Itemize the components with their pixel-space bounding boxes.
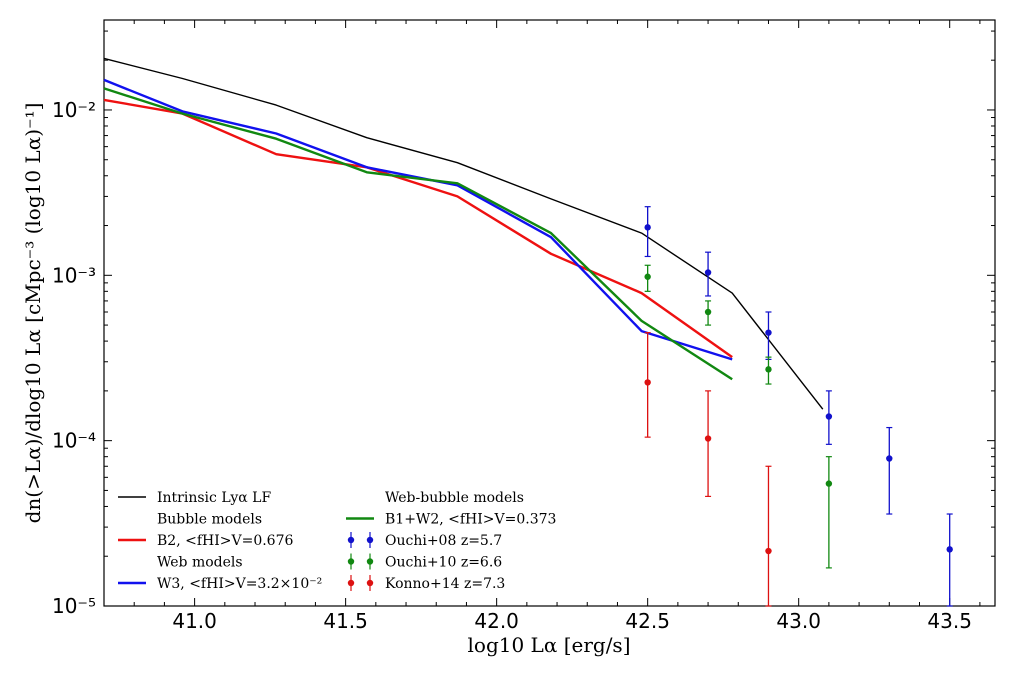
legend-marker [347, 536, 355, 544]
legend-label: Konno+14 z=7.3 [385, 576, 505, 592]
legend-label: Web models [157, 555, 243, 571]
data-point [644, 224, 651, 231]
legend-label: Bubble models [157, 512, 262, 528]
x-tick-label: 42.5 [625, 609, 670, 633]
x-tick-label: 43.5 [927, 609, 972, 633]
data-point [704, 308, 712, 316]
series-lines [103, 57, 824, 410]
legend-label: Web-bubble models [385, 490, 524, 506]
x-tick-label: 41.5 [323, 609, 368, 633]
data-point [765, 329, 772, 336]
legend-label: W3, <fHI>V=3.2×10⁻² [157, 576, 322, 592]
x-axis-label: log10 Lα [erg/s] [468, 633, 631, 657]
y-tick-label: 10⁻⁵ [52, 594, 96, 618]
series-line [103, 98, 733, 359]
legend-marker [347, 579, 355, 587]
y-tick-label: 10⁻² [52, 98, 96, 122]
y-tick-label: 10⁻⁴ [52, 429, 96, 453]
legend-label: Ouchi+10 z=6.6 [385, 555, 502, 571]
legend-marker [347, 558, 355, 565]
series-line [103, 87, 733, 381]
legend-marker [366, 536, 374, 544]
data-point [825, 480, 833, 487]
plot-frame [103, 19, 996, 607]
legend-marker [366, 579, 374, 587]
legend-label: Ouchi+08 z=5.7 [385, 533, 502, 549]
legend-label: B2, <fHI>V=0.676 [157, 533, 293, 549]
legend-marker [366, 558, 374, 565]
legend: Intrinsic Lyα LF Bubble models B2, <fHI>V=… [118, 490, 556, 592]
legend-label: Intrinsic Lyα LF [157, 490, 271, 506]
series-line [103, 78, 733, 361]
data-point [644, 273, 651, 280]
data-point [644, 379, 651, 386]
series-line [103, 57, 824, 410]
x-tick-label: 43.0 [776, 609, 821, 633]
legend-label: B1+W2, <fHI>V=0.373 [385, 512, 556, 528]
x-tick-label: 41.0 [172, 609, 217, 633]
data-point [765, 366, 772, 373]
y-tick-label: 10⁻³ [52, 263, 96, 287]
data-point [765, 547, 772, 555]
x-tick-label: 42.0 [474, 609, 519, 633]
data-point [825, 413, 833, 420]
data-point [886, 455, 893, 462]
data-point [946, 546, 953, 553]
series-points [644, 206, 953, 607]
axis-ticks: 41.0 41.5 42.0 42.5 43.0 43.5 10⁻² 10⁻³ 10⁻⁴ 10⁻⁵ [52, 20, 995, 633]
y-axis-label: dn(>Lα)/dlog10 Lα [cMpc⁻³ (log10 Lα)⁻¹] [21, 103, 45, 524]
data-point [704, 435, 712, 442]
data-point [704, 269, 712, 276]
